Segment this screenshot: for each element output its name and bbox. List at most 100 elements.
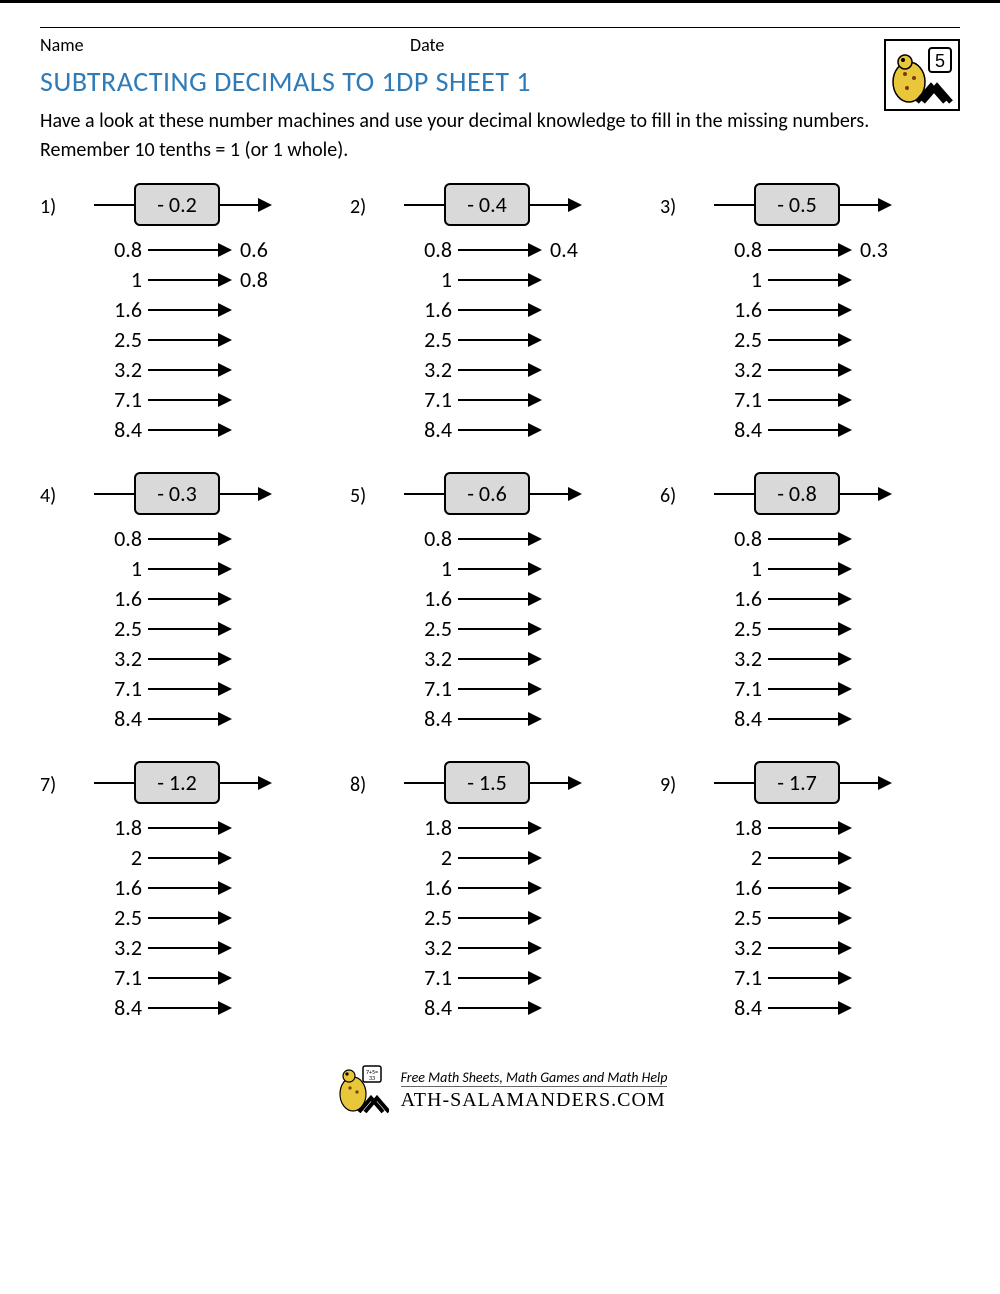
value-row: 2.5 (106, 904, 340, 931)
input-value: 8.4 (106, 416, 148, 443)
input-value: 2 (106, 844, 148, 871)
input-value: 8.4 (106, 994, 148, 1021)
arrow-icon (148, 423, 232, 437)
input-value: 8.4 (416, 705, 458, 732)
machine-in-line (404, 493, 444, 495)
input-value: 1.6 (416, 585, 458, 612)
input-value: 8.4 (416, 994, 458, 1021)
number-machine: - 1.5 (404, 761, 650, 804)
value-row: 0.8 (416, 525, 650, 552)
problem-number: 4) (40, 472, 74, 508)
arrow-icon (148, 941, 232, 955)
arrow-icon (148, 363, 232, 377)
value-row: 1 (416, 266, 650, 293)
arrow-icon (148, 562, 232, 576)
number-machine: - 0.6 (404, 472, 650, 515)
value-row: 7.1 (726, 964, 960, 991)
machine-in-line (404, 782, 444, 784)
problem-body: - 0.50.80.311.62.53.27.18.4 (694, 183, 960, 446)
input-value: 2 (416, 844, 458, 871)
worksheet-page: Name Date 5 SUBTRACTING DECIMALS TO 1DP … (0, 0, 1000, 1145)
arrow-icon (458, 363, 542, 377)
value-row: 3.2 (106, 356, 340, 383)
machine-in-line (714, 493, 754, 495)
output-value[interactable]: 0.4 (542, 236, 582, 263)
arrow-icon (458, 622, 542, 636)
operation-box: - 0.6 (444, 472, 530, 515)
value-row: 1.8 (106, 814, 340, 841)
input-value: 7.1 (416, 964, 458, 991)
problem: 7)- 1.21.821.62.53.27.18.4 (40, 761, 340, 1024)
arrow-icon (148, 911, 232, 925)
value-row: 10.8 (106, 266, 340, 293)
input-value: 0.8 (416, 236, 458, 263)
arrow-icon (148, 273, 232, 287)
input-value: 8.4 (416, 416, 458, 443)
value-row: 3.2 (726, 934, 960, 961)
arrowhead-icon (568, 776, 582, 790)
value-row: 2.5 (106, 326, 340, 353)
input-value: 3.2 (416, 356, 458, 383)
value-row: 1.6 (726, 296, 960, 323)
footer: 7+5= 33 Free Math Sheets, Math Games and… (40, 1054, 960, 1135)
arrow-icon (768, 712, 852, 726)
arrowhead-icon (568, 198, 582, 212)
problem: 9)- 1.71.821.62.53.27.18.4 (660, 761, 960, 1024)
value-row: 1.8 (416, 814, 650, 841)
number-machine: - 0.2 (94, 183, 340, 226)
arrow-icon (148, 592, 232, 606)
problem-number: 8) (350, 761, 384, 797)
value-row: 2.5 (416, 326, 650, 353)
value-row: 7.1 (106, 675, 340, 702)
arrow-icon (148, 682, 232, 696)
footer-text: Free Math Sheets, Math Games and Math He… (401, 1069, 668, 1112)
input-value: 2.5 (416, 904, 458, 931)
value-row: 2.5 (106, 615, 340, 642)
value-row: 8.4 (106, 416, 340, 443)
value-row: 8.4 (726, 416, 960, 443)
arrow-icon (768, 273, 852, 287)
operation-box: - 0.2 (134, 183, 220, 226)
input-value: 2 (726, 844, 768, 871)
value-row: 1 (106, 555, 340, 582)
input-value: 0.8 (106, 236, 148, 263)
arrow-icon (458, 1001, 542, 1015)
arrowhead-icon (258, 776, 272, 790)
arrow-icon (458, 592, 542, 606)
output-value[interactable]: 0.3 (852, 236, 892, 263)
output-value[interactable]: 0.8 (232, 266, 272, 293)
input-value: 2.5 (726, 326, 768, 353)
value-row: 0.8 0.4 (416, 236, 650, 263)
problem-number: 3) (660, 183, 694, 219)
input-value: 2.5 (416, 615, 458, 642)
arrow-icon (458, 682, 542, 696)
value-row: 3.2 (726, 356, 960, 383)
input-value: 2.5 (106, 615, 148, 642)
input-value: 7.1 (416, 675, 458, 702)
output-value[interactable]: 0.6 (232, 236, 272, 263)
arrowhead-icon (258, 487, 272, 501)
arrow-icon (458, 562, 542, 576)
footer-site: ATH-SALAMANDERS.COM (401, 1086, 668, 1112)
value-row: 1.6 (726, 874, 960, 901)
arrow-icon (148, 851, 232, 865)
arrow-icon (148, 303, 232, 317)
operation-box: - 1.7 (754, 761, 840, 804)
value-row: 3.2 (416, 356, 650, 383)
value-row: 1 (726, 266, 960, 293)
value-row: 7.1 (416, 386, 650, 413)
value-row: 8.4 (416, 416, 650, 443)
input-value: 2.5 (106, 904, 148, 931)
input-value: 0.8 (416, 525, 458, 552)
input-value: 7.1 (726, 386, 768, 413)
input-value: 8.4 (726, 416, 768, 443)
machine-out-arrow (530, 198, 582, 212)
arrow-icon (768, 562, 852, 576)
input-value: 1 (416, 266, 458, 293)
arrow-icon (458, 303, 542, 317)
problem-number: 7) (40, 761, 74, 797)
arrow-icon (148, 821, 232, 835)
problem: 8)- 1.51.821.62.53.27.18.4 (350, 761, 650, 1024)
number-machine: - 0.8 (714, 472, 960, 515)
machine-in-line (94, 204, 134, 206)
